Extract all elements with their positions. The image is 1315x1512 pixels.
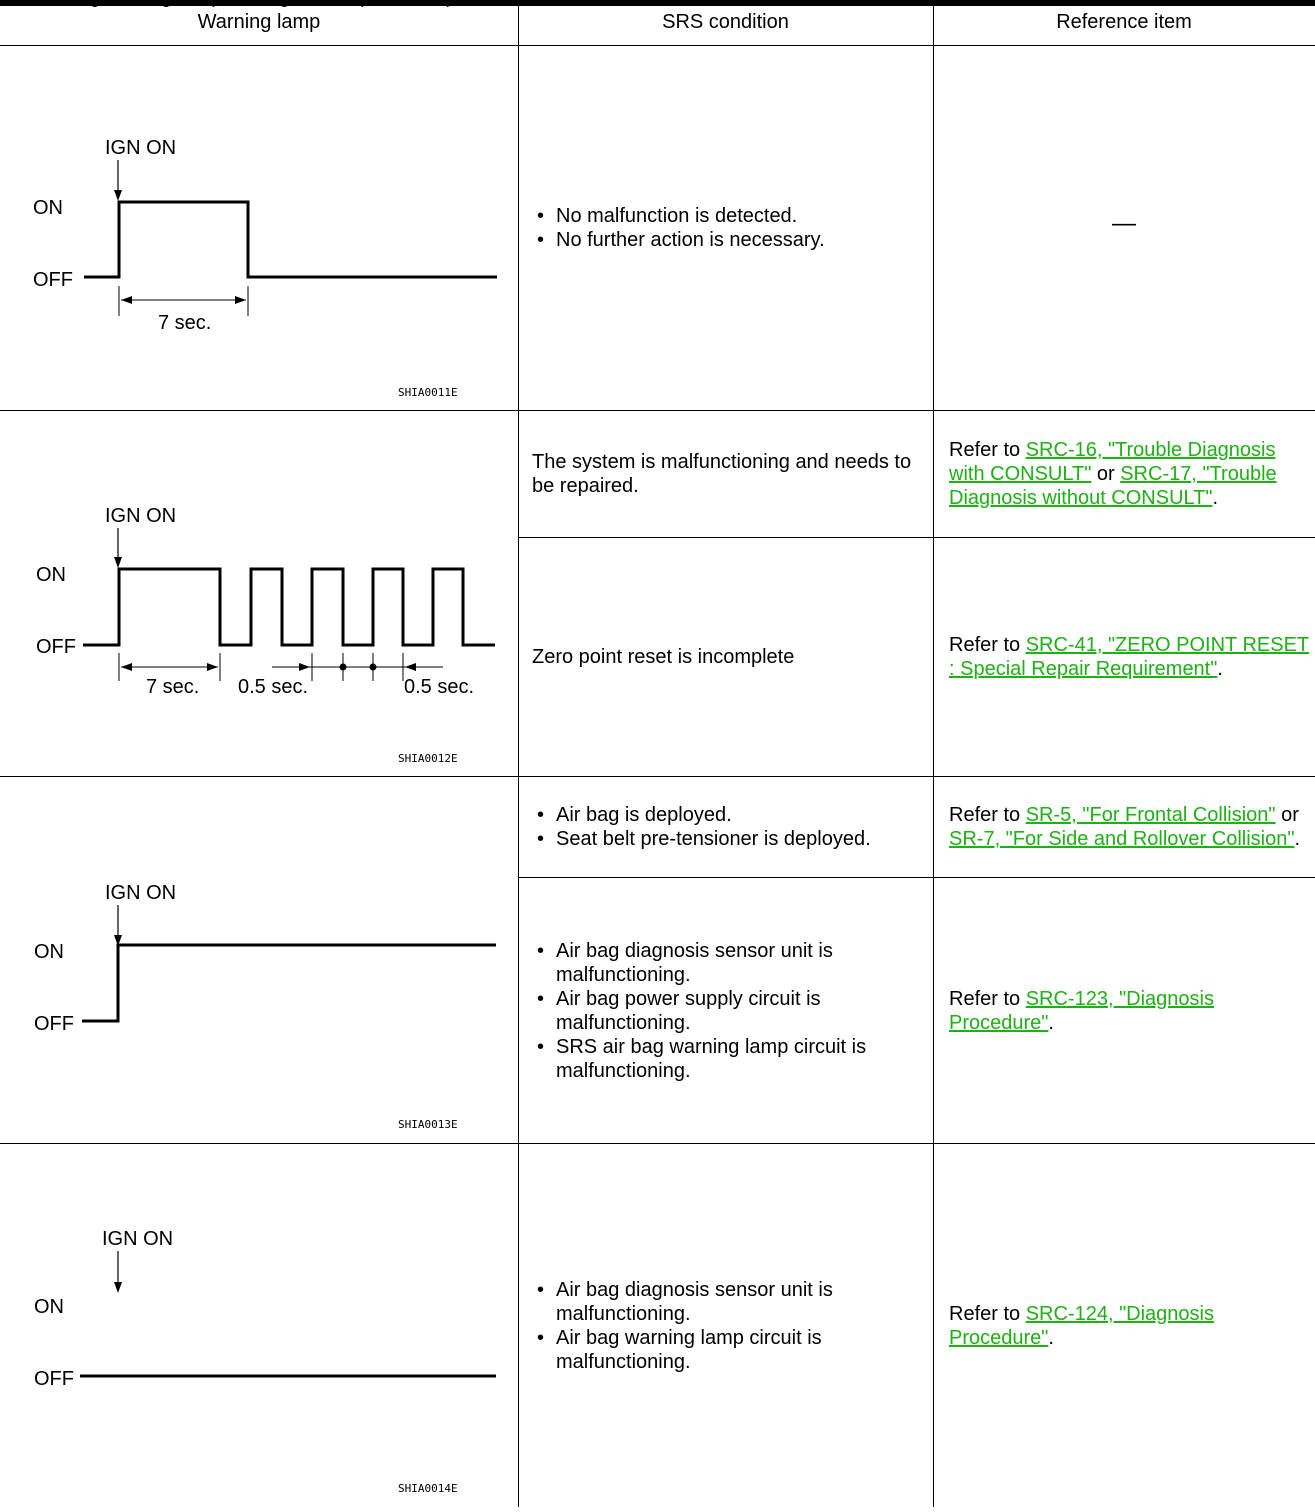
figure-code: SHIA0014E	[398, 1482, 458, 1495]
figure-code: SHIA0011E	[398, 386, 458, 399]
interval-label: 0.5 sec.	[404, 676, 474, 698]
ign-on-label: IGN ON	[105, 505, 176, 527]
list-item: Air bag diagnosis sensor unit is malfunc…	[532, 939, 922, 987]
reference-or: or	[1091, 463, 1121, 485]
list-item: No further action is necessary.	[532, 228, 927, 252]
reference-prefix: Refer to	[949, 1302, 1026, 1325]
row-divider	[0, 410, 1315, 411]
reference-link[interactable]: SR-7, "For Side and Rollover Collision"	[949, 828, 1295, 850]
duration-label: 7 sec.	[146, 676, 199, 698]
reference-suffix: .	[1048, 1326, 1054, 1349]
row-divider	[0, 1143, 1315, 1144]
reference-link[interactable]: SRC-124, "Diagnosis Procedure"	[949, 1302, 1214, 1349]
condition-list: No malfunction is detected. No further a…	[532, 204, 927, 252]
off-label: OFF	[34, 1368, 74, 1390]
on-label: ON	[34, 1296, 64, 1318]
condition-cell: The system is malfunctioning and needs t…	[532, 411, 927, 537]
reference-cell: Refer to SRC-124, "Diagnosis Procedure".	[949, 1144, 1311, 1507]
condition-cell: Air bag diagnosis sensor unit is malfunc…	[532, 1144, 922, 1507]
condition-list: Air bag diagnosis sensor unit is malfunc…	[532, 1278, 922, 1374]
reference-cell: Refer to SR-5, "For Frontal Collision" o…	[949, 777, 1313, 877]
list-item: SRS air bag warning lamp circuit is malf…	[532, 1035, 922, 1083]
reference-link[interactable]: SR-5, "For Frontal Collision"	[1025, 804, 1276, 826]
ign-on-label: IGN ON	[105, 137, 176, 159]
column-divider	[933, 6, 934, 1507]
condition-cell: Air bag is deployed. Seat belt pre-tensi…	[532, 777, 927, 877]
reference-suffix: .	[1217, 658, 1223, 680]
lamp-diagram-1: IGN ON ON OFF 7 sec. SHIA0011E	[0, 46, 518, 410]
reference-link[interactable]: SRC-41, "ZERO POINT RESET : Special Repa…	[949, 634, 1310, 680]
interval-label: 0.5 sec.	[238, 676, 308, 698]
reference-link[interactable]: SRC-17, "Trouble Diagnosis without CONSU…	[949, 463, 1277, 509]
condition-list: Air bag is deployed. Seat belt pre-tensi…	[532, 803, 927, 851]
on-label: ON	[33, 197, 63, 219]
lamp-diagram-4: IGN ON ON OFF SHIA0014E	[0, 1144, 518, 1507]
reference-suffix: .	[1048, 1011, 1054, 1034]
condition-text: Zero point reset is incomplete	[532, 646, 795, 668]
ign-on-label: IGN ON	[105, 882, 176, 904]
figure-code: SHIA0012E	[398, 752, 458, 765]
header-warning-lamp: Warning lamp	[197, 11, 321, 33]
reference-cell: —	[1112, 210, 1136, 237]
header-srs-condition: SRS condition	[662, 11, 789, 33]
header-divider	[0, 45, 1315, 46]
on-label: ON	[36, 564, 66, 586]
condition-cell: Zero point reset is incomplete	[532, 538, 927, 776]
signal-waveform	[83, 567, 495, 647]
subrow-divider	[518, 537, 1315, 538]
duration-label: 7 sec.	[158, 312, 211, 334]
off-label: OFF	[33, 269, 73, 291]
reference-link[interactable]: SRC-123, "Diagnosis Procedure"	[949, 987, 1214, 1034]
reference-or: or	[1275, 804, 1299, 826]
signal-waveform	[84, 200, 497, 279]
reference-cell: Refer to SRC-41, "ZERO POINT RESET : Spe…	[949, 538, 1311, 776]
lamp-diagram-2: IGN ON ON OFF 7 sec. 0.5 sec. 0.5 sec. S…	[0, 411, 518, 776]
off-label: OFF	[34, 1013, 74, 1035]
reference-prefix: Refer to	[949, 439, 1026, 461]
on-label: ON	[34, 941, 64, 963]
header-reference-item: Reference item	[1056, 11, 1192, 33]
reference-prefix: Refer to	[949, 804, 1026, 826]
subrow-divider	[518, 877, 1315, 878]
list-item: Air bag is deployed.	[532, 803, 927, 827]
list-item: No malfunction is detected.	[532, 204, 927, 228]
condition-cell: Air bag diagnosis sensor unit is malfunc…	[532, 878, 922, 1143]
table-top-border	[0, 0, 1315, 6]
reference-suffix: .	[1294, 828, 1301, 850]
list-item: Air bag warning lamp circuit is malfunct…	[532, 1326, 922, 1374]
condition-cell: No malfunction is detected. No further a…	[532, 46, 927, 410]
reference-link[interactable]: SRC-16, "Trouble Diagnosis with CONSULT"	[949, 439, 1276, 485]
figure-code: SHIA0013E	[398, 1118, 458, 1131]
condition-text: The system is malfunctioning and needs t…	[532, 451, 912, 497]
reference-cell: Refer to SRC-16, "Trouble Diagnosis with…	[949, 411, 1311, 537]
reference-prefix: Refer to	[949, 634, 1026, 656]
off-label: OFF	[36, 636, 76, 658]
condition-list: Air bag diagnosis sensor unit is malfunc…	[532, 939, 922, 1083]
lamp-diagram-3: IGN ON ON OFF SHIA0013E	[0, 777, 518, 1143]
reference-cell: Refer to SRC-123, "Diagnosis Procedure".	[949, 878, 1311, 1143]
list-item: Air bag power supply circuit is malfunct…	[532, 987, 922, 1035]
ign-on-label: IGN ON	[102, 1228, 173, 1250]
reference-suffix: .	[1212, 487, 1219, 509]
list-item: Seat belt pre-tensioner is deployed.	[532, 827, 927, 851]
reference-prefix: Refer to	[949, 987, 1026, 1010]
list-item: Air bag diagnosis sensor unit is malfunc…	[532, 1278, 922, 1326]
column-divider	[518, 6, 519, 1507]
signal-waveform	[82, 943, 496, 1023]
row-divider	[0, 776, 1315, 777]
